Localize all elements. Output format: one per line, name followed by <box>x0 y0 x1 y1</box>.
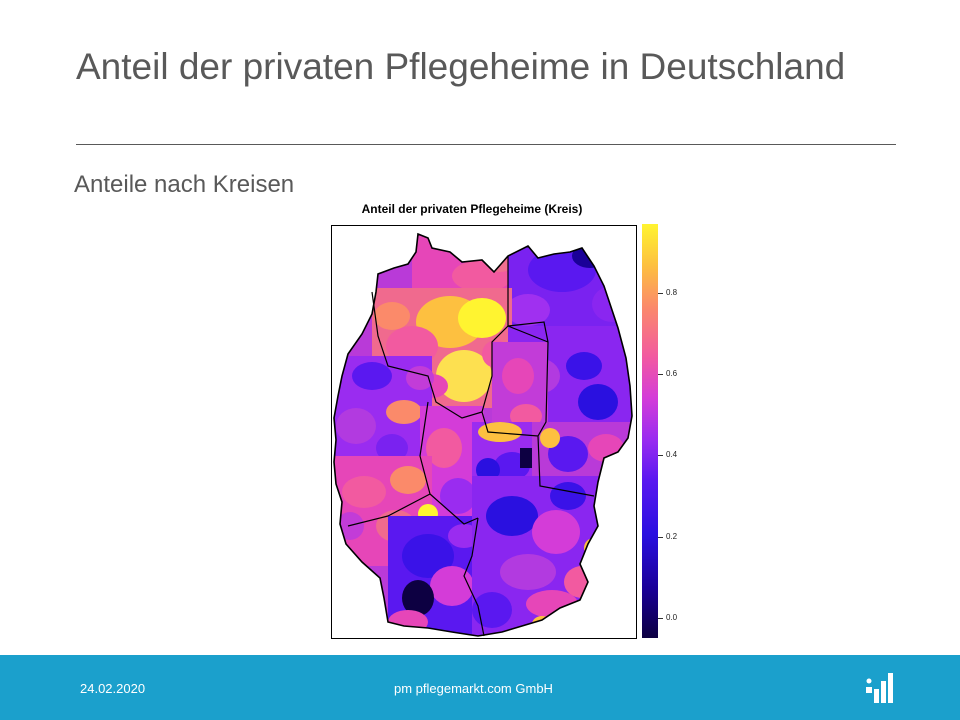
map-figure: Anteil der privaten Pflegeheime (Kreis) <box>272 196 734 656</box>
legend-tick <box>658 455 663 457</box>
map-svg <box>333 232 633 637</box>
legend-tick <box>658 617 663 619</box>
title-divider <box>76 144 896 145</box>
germany-choropleth-map <box>331 225 637 639</box>
color-scale-bar <box>642 224 658 638</box>
pflegemarkt-logo-icon <box>866 673 893 703</box>
slide-title: Anteil der privaten Pflegeheime in Deuts… <box>76 46 846 87</box>
legend-tick-label: 0.0 <box>666 612 678 622</box>
country-border <box>333 232 633 637</box>
footer-bar: 24.02.2020 pm pflegemarkt.com GmbH <box>0 655 960 720</box>
legend-tick-label: 0.6 <box>666 369 678 379</box>
legend-tick-label: 0.2 <box>666 531 678 541</box>
legend-tick-label: 0.8 <box>666 288 678 297</box>
state-borders <box>347 256 595 637</box>
footer-company: pm pflegemarkt.com GmbH <box>394 681 553 696</box>
legend-tick-label: 0.4 <box>666 450 678 460</box>
color-legend: 0.0 0.2 0.4 0.6 0.8 <box>642 224 722 638</box>
legend-tick <box>658 374 663 376</box>
slide-subtitle: Anteile nach Kreisen <box>74 171 295 198</box>
legend-tick <box>658 536 663 538</box>
footer-date: 24.02.2020 <box>80 681 146 696</box>
legend-tick <box>658 293 663 294</box>
figure-title: Anteil der privaten Pflegeheime (Kreis) <box>361 202 583 216</box>
